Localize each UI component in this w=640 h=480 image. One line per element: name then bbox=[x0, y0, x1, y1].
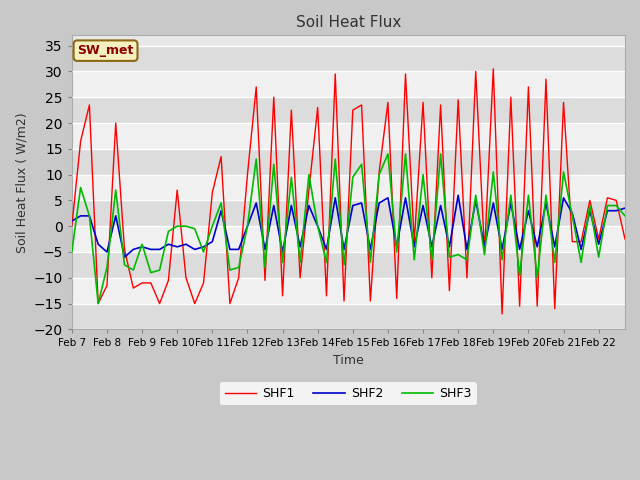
Line: SHF3: SHF3 bbox=[72, 154, 625, 303]
Bar bbox=[72, 149, 625, 175]
Bar bbox=[72, 72, 625, 97]
SHF1 bbox=[138, 280, 146, 286]
SHF3 bbox=[305, 172, 313, 178]
Bar bbox=[72, 175, 625, 201]
Bar bbox=[72, 303, 625, 329]
X-axis label: Time: Time bbox=[333, 354, 364, 367]
SHF2 bbox=[121, 254, 129, 260]
SHF3 bbox=[393, 249, 401, 255]
SHF3 bbox=[384, 151, 392, 157]
Bar bbox=[72, 123, 625, 149]
SHF3 bbox=[445, 254, 453, 260]
Bar bbox=[72, 278, 625, 303]
SHF2 bbox=[147, 247, 155, 252]
Bar bbox=[72, 97, 625, 123]
Bar bbox=[72, 201, 625, 226]
SHF1 bbox=[490, 66, 497, 72]
SHF2 bbox=[68, 218, 76, 224]
Line: SHF2: SHF2 bbox=[72, 195, 625, 257]
SHF2 bbox=[436, 203, 444, 208]
SHF3 bbox=[94, 300, 102, 306]
SHF1 bbox=[621, 236, 629, 242]
SHF2 bbox=[384, 195, 392, 201]
SHF3 bbox=[349, 174, 356, 180]
SHF1 bbox=[419, 99, 427, 105]
SHF1 bbox=[68, 223, 76, 229]
SHF3 bbox=[621, 213, 629, 219]
SHF1 bbox=[340, 298, 348, 304]
SHF1 bbox=[428, 275, 436, 281]
SHF3 bbox=[68, 249, 76, 255]
SHF3 bbox=[436, 151, 444, 157]
SHF2 bbox=[305, 203, 313, 208]
SHF1 bbox=[498, 311, 506, 317]
SHF2 bbox=[428, 244, 436, 250]
SHF1 bbox=[296, 275, 304, 281]
Bar bbox=[72, 226, 625, 252]
SHF2 bbox=[621, 205, 629, 211]
Bar bbox=[72, 46, 625, 72]
Title: Soil Heat Flux: Soil Heat Flux bbox=[296, 15, 401, 30]
SHF3 bbox=[147, 270, 155, 276]
SHF1 bbox=[375, 169, 383, 175]
Text: SW_met: SW_met bbox=[77, 44, 134, 57]
Y-axis label: Soil Heat Flux ( W/m2): Soil Heat Flux ( W/m2) bbox=[15, 112, 28, 252]
SHF2 bbox=[349, 203, 356, 208]
Bar bbox=[72, 252, 625, 278]
Legend: SHF1, SHF2, SHF3: SHF1, SHF2, SHF3 bbox=[220, 383, 477, 406]
Line: SHF1: SHF1 bbox=[72, 69, 625, 314]
SHF2 bbox=[454, 192, 462, 198]
